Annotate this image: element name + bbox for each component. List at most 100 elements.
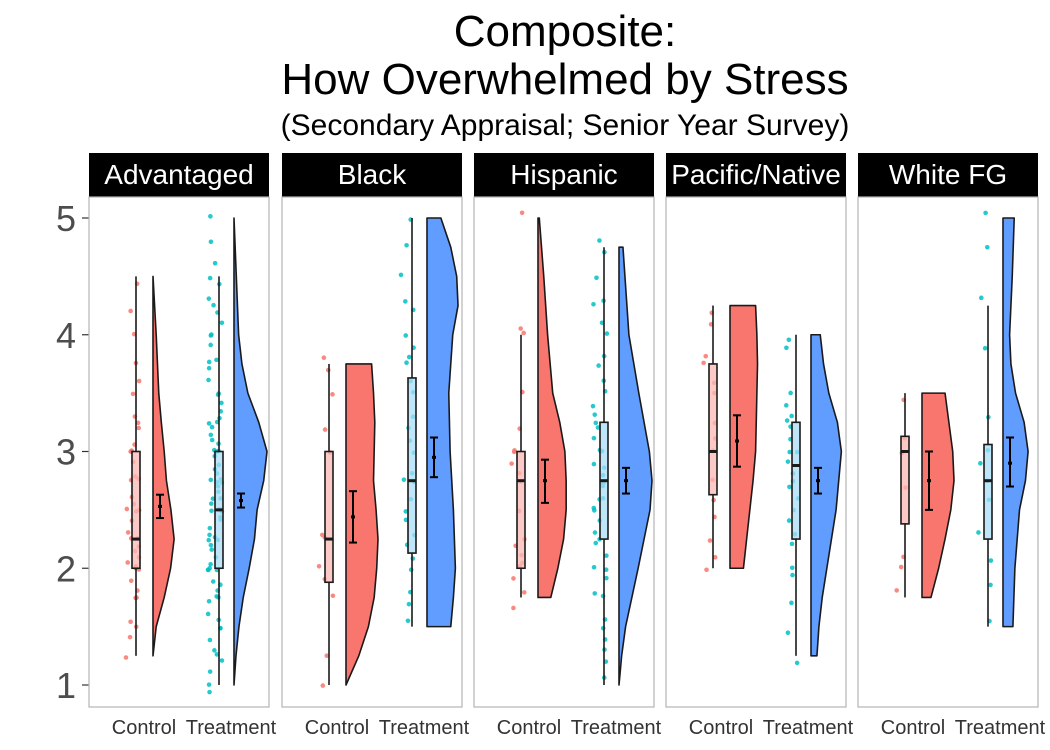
data-point-control: [704, 567, 709, 573]
data-point-treatment: [208, 561, 213, 567]
x-tick-label-control: Control: [497, 717, 561, 739]
data-point-treatment: [208, 501, 214, 506]
data-point-treatment: [590, 403, 596, 409]
data-point-control: [322, 427, 328, 432]
half-violin-treatment: [810, 333, 843, 657]
data-point-treatment: [597, 238, 602, 243]
data-point-control: [512, 448, 517, 453]
data-point-control: [707, 538, 713, 543]
x-tick-label-control: Control: [112, 717, 176, 739]
data-point-treatment: [788, 390, 793, 396]
data-point-control: [316, 563, 322, 569]
data-point-control: [135, 420, 141, 426]
data-point-treatment: [403, 333, 409, 338]
data-point-treatment: [206, 682, 212, 687]
data-point-treatment: [591, 461, 597, 467]
data-point-treatment: [593, 420, 599, 426]
half-violin-control: [345, 363, 379, 686]
data-point-treatment: [207, 275, 213, 281]
x-tick-label-control: Control: [689, 717, 753, 739]
data-point-control: [518, 326, 523, 331]
data-point-treatment: [406, 354, 412, 360]
x-tick-label-control: Control: [305, 717, 369, 739]
data-point-treatment: [206, 421, 212, 426]
data-point-treatment: [790, 572, 795, 578]
data-point-treatment: [784, 345, 789, 351]
data-point-control: [521, 590, 527, 595]
x-tick-label-treatment: Treatment: [571, 717, 662, 739]
box-iqr: [983, 443, 993, 540]
x-tick-label-treatment: Treatment: [186, 717, 277, 739]
data-point-treatment: [208, 342, 213, 348]
facet-panel: Pacific/Native Control Treatment: [665, 153, 854, 739]
box-iqr: [791, 421, 801, 540]
data-point-control: [511, 605, 516, 611]
box-iqr: [708, 363, 718, 496]
data-point-treatment: [594, 275, 599, 281]
facet-strip-label: Pacific/Native: [671, 159, 841, 190]
panel-border: [473, 196, 655, 708]
data-point-control: [319, 532, 325, 538]
y-tick-label: 5: [56, 198, 76, 239]
data-point-control: [125, 530, 131, 535]
y-tick-label: 3: [56, 432, 76, 473]
chart-title-line1: Composite:: [454, 7, 677, 56]
y-tick-label: 2: [56, 548, 76, 589]
data-point-treatment: [787, 449, 792, 455]
data-point-treatment: [783, 403, 789, 408]
data-point-treatment: [208, 477, 214, 483]
data-point-treatment: [206, 377, 211, 383]
data-point-treatment: [206, 598, 212, 604]
data-point-treatment: [785, 459, 791, 464]
panel-border: [88, 196, 270, 708]
data-point-treatment: [988, 558, 994, 563]
facet-panel: White FG Control Treatment: [857, 153, 1046, 739]
data-point-treatment: [785, 630, 791, 636]
data-point-treatment: [210, 579, 216, 584]
facet-strip: [474, 153, 654, 197]
data-point-control: [123, 655, 129, 660]
box-iqr: [900, 435, 910, 525]
chart-title-group: Composite: How Overwhelmed by Stress (Se…: [281, 7, 850, 142]
box-iqr: [516, 450, 526, 570]
data-point-treatment: [603, 567, 609, 573]
panel-border: [281, 196, 463, 708]
data-point-treatment: [209, 332, 214, 337]
data-point-treatment: [206, 365, 212, 371]
data-point-control: [320, 683, 326, 688]
data-point-treatment: [209, 547, 215, 552]
data-point-control: [509, 461, 514, 466]
data-point-treatment: [789, 565, 795, 571]
box-iqr: [324, 450, 334, 584]
chart-subtitle: (Secondary Appraisal; Senior Year Survey…: [281, 109, 850, 142]
chart-title-line2: How Overwhelmed by Stress: [281, 55, 848, 104]
data-point-treatment: [403, 509, 409, 514]
facet-panel: Black Control Treatment: [281, 153, 470, 739]
data-point-treatment: [214, 357, 219, 363]
data-point-control: [130, 391, 136, 397]
data-point-treatment: [208, 214, 213, 219]
data-point-treatment: [789, 600, 794, 606]
data-point-treatment: [205, 567, 211, 573]
data-point-treatment: [988, 582, 993, 588]
panel-border: [857, 196, 1039, 708]
x-tick-label-treatment: Treatment: [379, 717, 470, 739]
y-tick-label: 4: [56, 315, 76, 356]
data-point-treatment: [595, 425, 601, 430]
data-point-treatment: [219, 320, 225, 326]
facet-panel: Hispanic Control Treatment: [473, 153, 662, 739]
data-point-treatment: [212, 260, 218, 266]
data-point-control: [124, 506, 130, 512]
data-point-treatment: [219, 400, 224, 406]
data-point-treatment: [592, 412, 598, 417]
data-point-treatment: [206, 359, 212, 365]
data-point-control: [136, 378, 142, 384]
data-point-control: [128, 619, 133, 625]
data-point-treatment: [210, 496, 216, 501]
x-tick-label-control: Control: [881, 717, 945, 739]
data-point-treatment: [405, 618, 411, 624]
data-point-treatment: [403, 517, 409, 523]
data-point-treatment: [406, 601, 412, 607]
x-tick-label-treatment: Treatment: [763, 717, 854, 739]
data-point-control: [712, 554, 718, 560]
